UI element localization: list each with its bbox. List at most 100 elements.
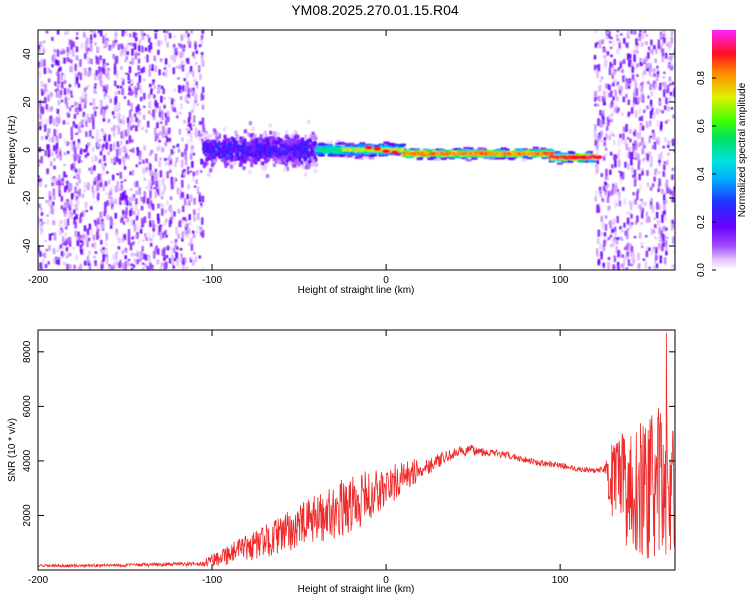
spectrogram-cell [61, 237, 65, 243]
spectrogram-cell [654, 258, 657, 264]
spectrogram-cell [325, 151, 332, 154]
spectrogram-cell [103, 135, 106, 139]
spectrogram-cell [90, 206, 93, 210]
spectrogram-cell [635, 88, 639, 96]
spectrogram-cell [138, 39, 142, 48]
spectrogram-cell [151, 234, 154, 242]
spectrogram-cell [308, 159, 312, 164]
spectrogram-cell [111, 111, 115, 115]
spectrogram-cell [667, 46, 671, 49]
spectrogram-cell [645, 34, 649, 37]
spectrogram-cell [303, 144, 308, 149]
spectrogram-cell [294, 148, 298, 153]
spectrogram-cell [220, 149, 224, 154]
spectrogram-cell [91, 146, 95, 152]
spectrogram-cell [68, 65, 71, 68]
spectrogram-cell [154, 190, 158, 199]
spectrogram-cell [142, 78, 146, 81]
spectrogram-core-cell [547, 151, 550, 155]
spectrogram-cell [137, 240, 141, 245]
spectrogram-cell [611, 73, 614, 79]
spectrogram-cell [112, 54, 116, 59]
spectrogram-cell [110, 127, 114, 132]
spectrogram-cell [195, 102, 198, 106]
spectrogram-cell [606, 51, 610, 56]
spectrogram-cell [361, 150, 368, 153]
spectrogram-cell [129, 149, 132, 152]
spectrogram-cell [641, 137, 644, 145]
spectrogram-cell [159, 170, 163, 178]
spectrogram-cell [38, 49, 41, 53]
spectrogram-cell [126, 42, 129, 50]
spectrogram-core-cell [493, 152, 496, 155]
spectrogram-cell [86, 113, 89, 122]
spectrogram-cell [119, 119, 122, 124]
spectrogram-cell [180, 159, 184, 168]
spectrogram-core-cell [434, 152, 437, 156]
spectrogram-cell [600, 251, 603, 256]
spectrogram-cell [643, 59, 647, 62]
spectrogram-core-cell [448, 151, 451, 155]
spectrogram-cell [312, 159, 316, 164]
spectrogram-cell [663, 210, 666, 215]
spectrogram-cell [44, 150, 48, 156]
spectrogram-cell [107, 39, 110, 42]
spectrogram-core-cell [541, 151, 545, 155]
spectrogram-cell [612, 96, 615, 101]
spectrogram-cell [612, 70, 615, 75]
spectrogram-cell [607, 237, 610, 241]
spectrogram-cell [385, 142, 392, 146]
spectrogram-cell [500, 147, 507, 150]
spectrogram-cell [125, 56, 129, 60]
spectrogram-cell [128, 87, 131, 91]
spectrogram-cell [113, 198, 117, 203]
spectrogram-cell [89, 68, 92, 76]
spectrogram-cell [89, 228, 93, 234]
spectrogram-cell [122, 30, 126, 34]
spectrogram-hotspot [570, 155, 579, 160]
spectrogram-cell [47, 78, 51, 83]
spectrogram-cell [125, 207, 128, 214]
spectrogram-cell [638, 108, 641, 116]
spectrogram-cell [75, 73, 78, 79]
spectrogram-cell [128, 66, 132, 73]
spectrogram-cell [40, 212, 44, 216]
spectrogram-cell [650, 39, 653, 46]
spectrogram-cell [159, 121, 163, 124]
spectrogram-cell [132, 210, 136, 215]
spectrogram-cell [341, 142, 348, 146]
spectrogram-core-cell [516, 152, 520, 156]
spectrogram-core-cell [368, 149, 371, 153]
spectrogram-cell [634, 142, 638, 151]
spectrogram-cell [308, 138, 312, 143]
spectrogram-cell [135, 117, 138, 122]
spectrogram-cell [191, 109, 194, 113]
spectrogram-cell [606, 116, 609, 122]
snr-y-tick-label: 4000 [22, 449, 33, 472]
spectrogram-cell [599, 243, 602, 250]
spectrogram-cell [669, 190, 673, 195]
spectrogram-cell [157, 49, 160, 55]
spectrogram-cell [58, 186, 61, 194]
spectrogram-cell [658, 159, 661, 163]
spectrogram-cell [242, 151, 246, 156]
spectrogram-cell [179, 248, 183, 251]
spectrogram-cell [602, 109, 605, 114]
spectrogram-cell [59, 84, 62, 88]
spectrogram-cell [124, 198, 127, 205]
spectrogram-cell [598, 263, 601, 268]
spectrogram-cell [92, 190, 95, 198]
spectrogram-cell [639, 125, 642, 131]
spectrogram-cell [72, 121, 76, 128]
spectrogram-cell [609, 151, 613, 156]
spectrogram-cell [85, 119, 88, 127]
spectrogram-cell [265, 155, 269, 160]
spectrogram-cell [605, 59, 609, 66]
spectrogram-cell [661, 188, 664, 194]
spectrogram-cell [594, 97, 597, 102]
spectrogram-cell [278, 141, 283, 146]
spectrogram-cell [75, 195, 78, 202]
spectrogram-cell [192, 124, 196, 127]
spectrogram-cell [41, 91, 44, 96]
spectrogram-cell [358, 157, 365, 160]
